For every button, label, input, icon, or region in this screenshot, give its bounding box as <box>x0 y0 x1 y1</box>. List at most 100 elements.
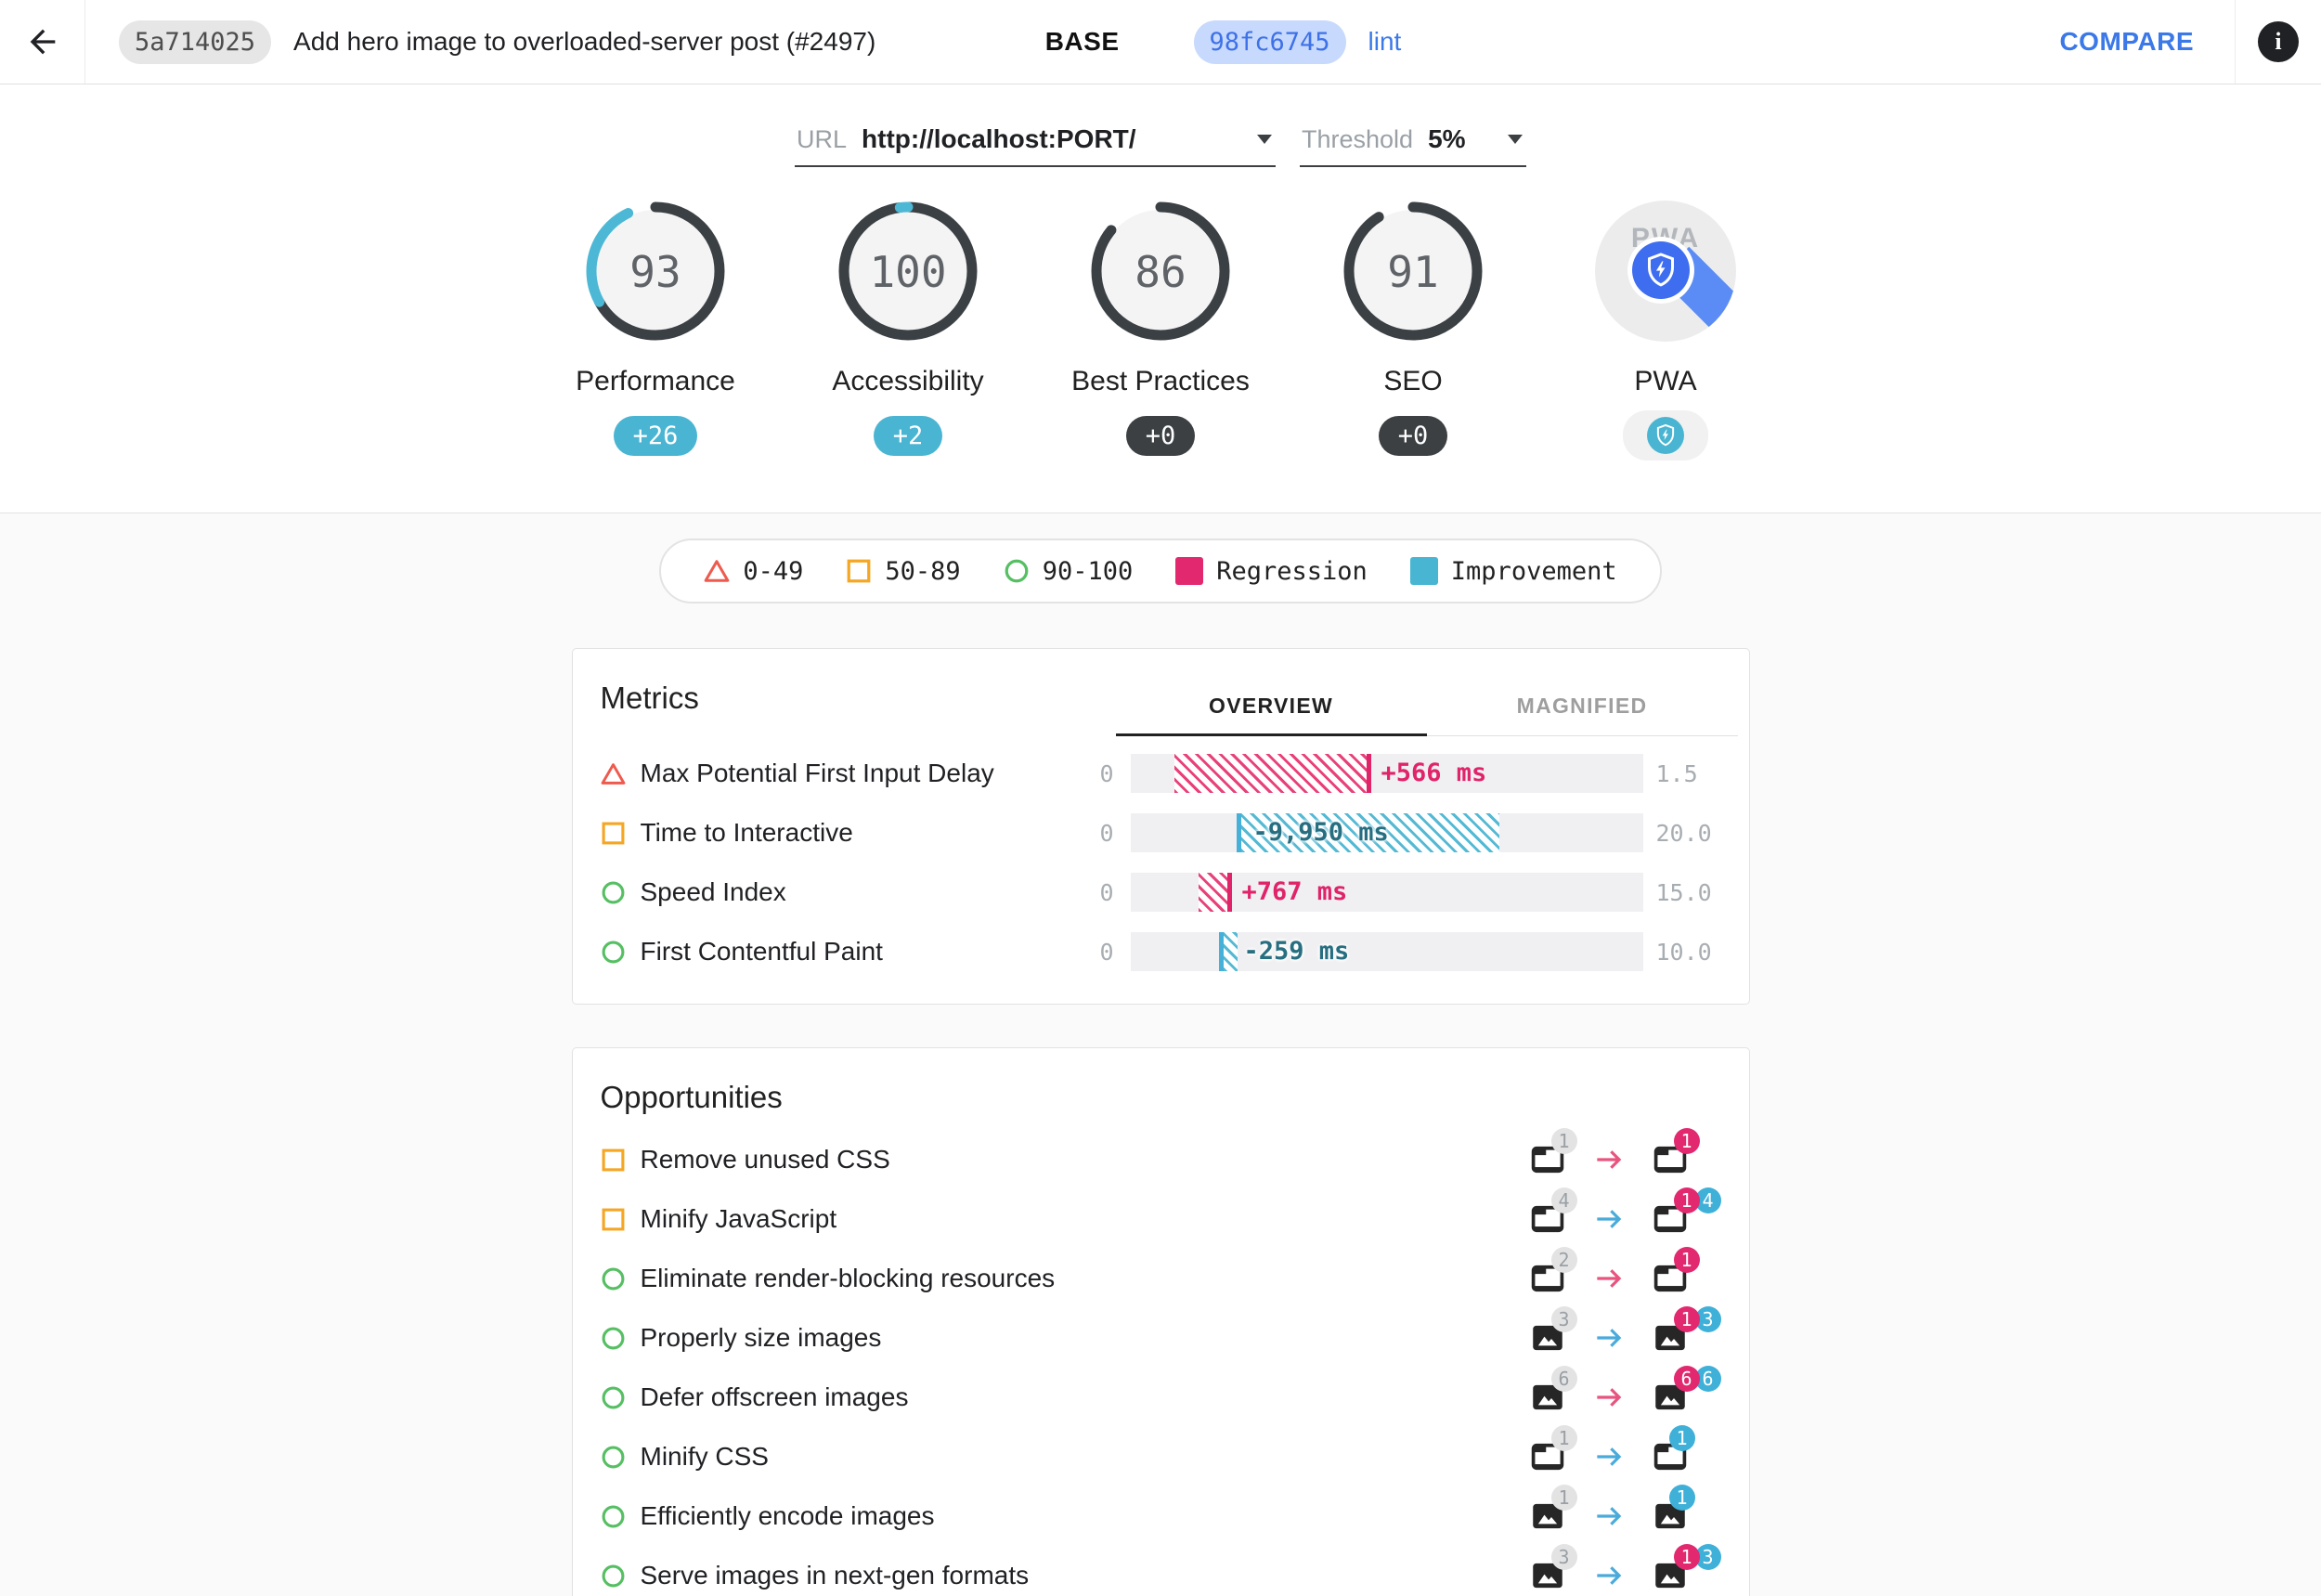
opportunity-name: Remove unused CSS <box>640 1145 890 1174</box>
delta-edge <box>1366 754 1371 793</box>
base-count-badge: 1 <box>1550 1485 1577 1511</box>
legend-item-average-range: 50-89 <box>846 557 961 586</box>
legend-item-improvement: Improvement <box>1409 557 1617 586</box>
image-icon <box>1654 1563 1685 1589</box>
score-delta-badge: +26 <box>613 416 698 456</box>
opportunity-row[interactable]: Minify CSS 1 1 <box>601 1425 1721 1486</box>
gauge-best-practices: 86 Best Practices +0 <box>1053 201 1268 461</box>
opportunity-row[interactable]: Eliminate render-blocking resources 2 1 <box>601 1247 1721 1308</box>
metric-delta-bar: +767 ms <box>1130 873 1643 912</box>
metrics-title: Metrics <box>600 681 699 715</box>
severity-icon <box>601 1445 626 1470</box>
delta-hatch <box>1173 754 1367 793</box>
opportunities-card: Opportunities Remove unused CSS 1 1 <box>571 1047 1750 1596</box>
image-icon <box>1654 1503 1685 1529</box>
compare-item-icon: 1 <box>1651 1247 1700 1298</box>
severity-icon <box>601 1385 626 1410</box>
compare-button[interactable]: COMPARE <box>2059 27 2194 56</box>
opportunity-counts: 6 6 6 <box>1528 1366 1721 1417</box>
opportunity-counts: 1 1 <box>1528 1128 1721 1179</box>
opportunity-row[interactable]: Remove unused CSS 1 1 <box>601 1128 1721 1189</box>
metric-max: 15.0 <box>1655 878 1712 906</box>
delta-edge <box>1218 932 1224 971</box>
category-label: Accessibility <box>832 366 984 396</box>
metric-min: 0 <box>1099 759 1114 787</box>
threshold-value: 5% <box>1428 124 1466 153</box>
severity-icon <box>601 1326 626 1351</box>
score-delta-badge: +2 <box>873 416 943 456</box>
url-label: URL <box>797 125 848 153</box>
page-icon <box>1531 1205 1563 1233</box>
pwa-badge-graphic: PWA <box>1595 201 1736 342</box>
page-icon <box>1653 1443 1686 1471</box>
category-label: PWA <box>1634 366 1697 396</box>
arrow-back-icon <box>30 29 55 55</box>
back-button[interactable] <box>0 0 85 84</box>
metric-max: 10.0 <box>1655 938 1712 966</box>
improvement-count-badge: 1 <box>1668 1425 1695 1451</box>
base-item-icon: 2 <box>1528 1247 1577 1298</box>
compare-branch[interactable]: lint <box>1368 27 1402 56</box>
score-gauge: 91 <box>1342 201 1484 342</box>
delta-value: -9,950 ms <box>1252 818 1389 847</box>
opportunity-name: Defer offscreen images <box>640 1382 909 1411</box>
metric-name: Speed Index <box>640 877 786 906</box>
arrow-right-icon <box>1591 1201 1627 1237</box>
base-count-badge: 6 <box>1550 1366 1577 1392</box>
gauge-pwa: PWA PWA <box>1558 201 1773 461</box>
base-commit-hash[interactable]: 5a714025 <box>119 19 272 64</box>
metric-delta-bar: +566 ms <box>1130 754 1643 793</box>
url-value: http://localhost:PORT/ <box>862 124 1136 153</box>
severity-icon <box>601 1266 626 1291</box>
header: 5a714025 Add hero image to overloaded-se… <box>0 0 2321 84</box>
base-label: BASE <box>1044 27 1120 56</box>
url-select[interactable]: URL http://localhost:PORT/ <box>795 121 1276 167</box>
svg-text:86: 86 <box>1135 247 1186 297</box>
metric-row[interactable]: Max Potential First Input Delay 0 +566 m… <box>573 744 1749 803</box>
arrow-right-icon <box>1591 1439 1627 1474</box>
arrow-right-icon <box>1591 1558 1627 1593</box>
metric-name: Time to Interactive <box>640 818 853 847</box>
tab-overview[interactable]: OVERVIEW <box>1115 669 1427 736</box>
metric-row[interactable]: Speed Index 0 +767 ms 15.0 <box>573 863 1749 922</box>
metrics-tabs: OVERVIEW MAGNIFIED <box>1115 669 1738 736</box>
opportunity-row[interactable]: Serve images in next-gen formats 3 1 3 <box>601 1544 1721 1596</box>
image-icon <box>1654 1325 1685 1351</box>
score-gauge: 86 <box>1090 201 1231 342</box>
improvement-count-badge: 1 <box>1668 1485 1695 1511</box>
tab-magnified[interactable]: MAGNIFIED <box>1516 694 1648 718</box>
opportunity-name: Serve images in next-gen formats <box>640 1561 1030 1590</box>
svg-text:93: 93 <box>629 247 681 297</box>
arrow-right-icon <box>1591 1380 1627 1415</box>
severity-icon <box>601 1564 626 1589</box>
opportunity-row[interactable]: Properly size images 3 1 3 <box>601 1306 1721 1368</box>
opportunity-counts: 3 1 3 <box>1528 1544 1721 1595</box>
page-icon <box>1653 1146 1686 1174</box>
compare-commit-hash[interactable]: 98fc6745 <box>1193 19 1346 64</box>
svg-text:100: 100 <box>869 247 946 297</box>
arrow-right-icon <box>1591 1261 1627 1296</box>
compare-build-section: 98fc6745 lint COMPARE <box>1160 0 2236 84</box>
opportunity-row[interactable]: Defer offscreen images 6 6 6 <box>601 1366 1721 1427</box>
legend-item-pass-range: 90-100 <box>1004 557 1133 586</box>
opportunity-counts: 3 1 3 <box>1528 1306 1721 1357</box>
opportunity-name: Minify CSS <box>640 1442 769 1471</box>
base-commit-title: Add hero image to overloaded-server post… <box>293 27 876 56</box>
legend-label: Regression <box>1216 556 1368 586</box>
metric-row[interactable]: First Contentful Paint 0 -259 ms 10.0 <box>573 922 1749 981</box>
threshold-select[interactable]: Threshold 5% <box>1300 121 1526 167</box>
regression-count-badge: 1 <box>1673 1128 1700 1154</box>
info-button[interactable]: i <box>2258 21 2299 62</box>
chevron-down-icon <box>1257 135 1272 144</box>
page-icon <box>1531 1146 1563 1174</box>
metric-row[interactable]: Time to Interactive 0 -9,950 ms 20.0 <box>573 803 1749 863</box>
score-delta-badge: +0 <box>1125 416 1196 456</box>
image-icon <box>1532 1563 1562 1589</box>
opportunity-row[interactable]: Efficiently encode images 1 1 <box>601 1485 1721 1546</box>
opportunities-title: Opportunities <box>600 1080 783 1114</box>
delta-value: +566 ms <box>1381 759 1487 787</box>
base-item-icon: 1 <box>1528 1425 1577 1476</box>
base-count-badge: 4 <box>1550 1187 1577 1213</box>
base-count-badge: 2 <box>1550 1247 1577 1273</box>
opportunity-row[interactable]: Minify JavaScript 4 1 4 <box>601 1187 1721 1249</box>
